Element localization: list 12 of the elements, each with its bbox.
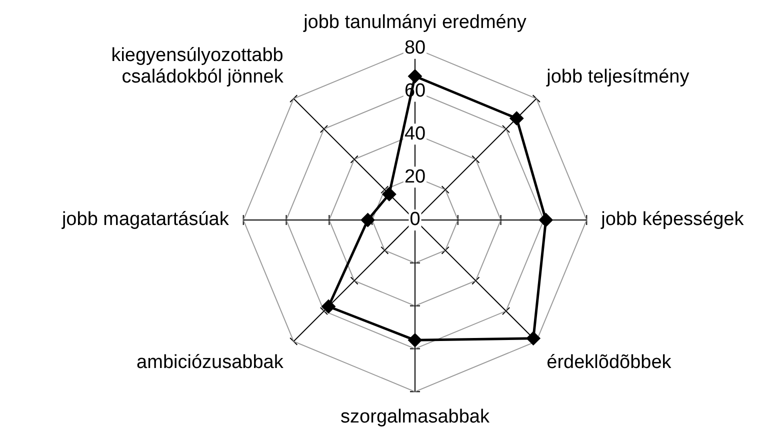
spoke-label: jobb képességek: [600, 209, 744, 230]
spoke-label: szorgalmasabbak: [340, 406, 490, 428]
spoke-label: jobb teljesítmény: [546, 66, 690, 88]
y-tick-label: 0: [410, 209, 420, 230]
spoke-label: jobb magatartásúak: [60, 209, 230, 230]
spoke-label: érdeklõdõbbek: [546, 352, 672, 373]
y-tick-label: 40: [404, 123, 426, 144]
spoke-label: jobb tanulmányi eredmény: [302, 12, 527, 34]
y-tick-label: 80: [404, 38, 426, 59]
spoke-label: ambiciózusabbak: [136, 352, 284, 373]
spoke-label: kiegyensúlyozottabb családokból jönnek: [111, 44, 284, 88]
y-tick-label: 20: [404, 166, 426, 188]
